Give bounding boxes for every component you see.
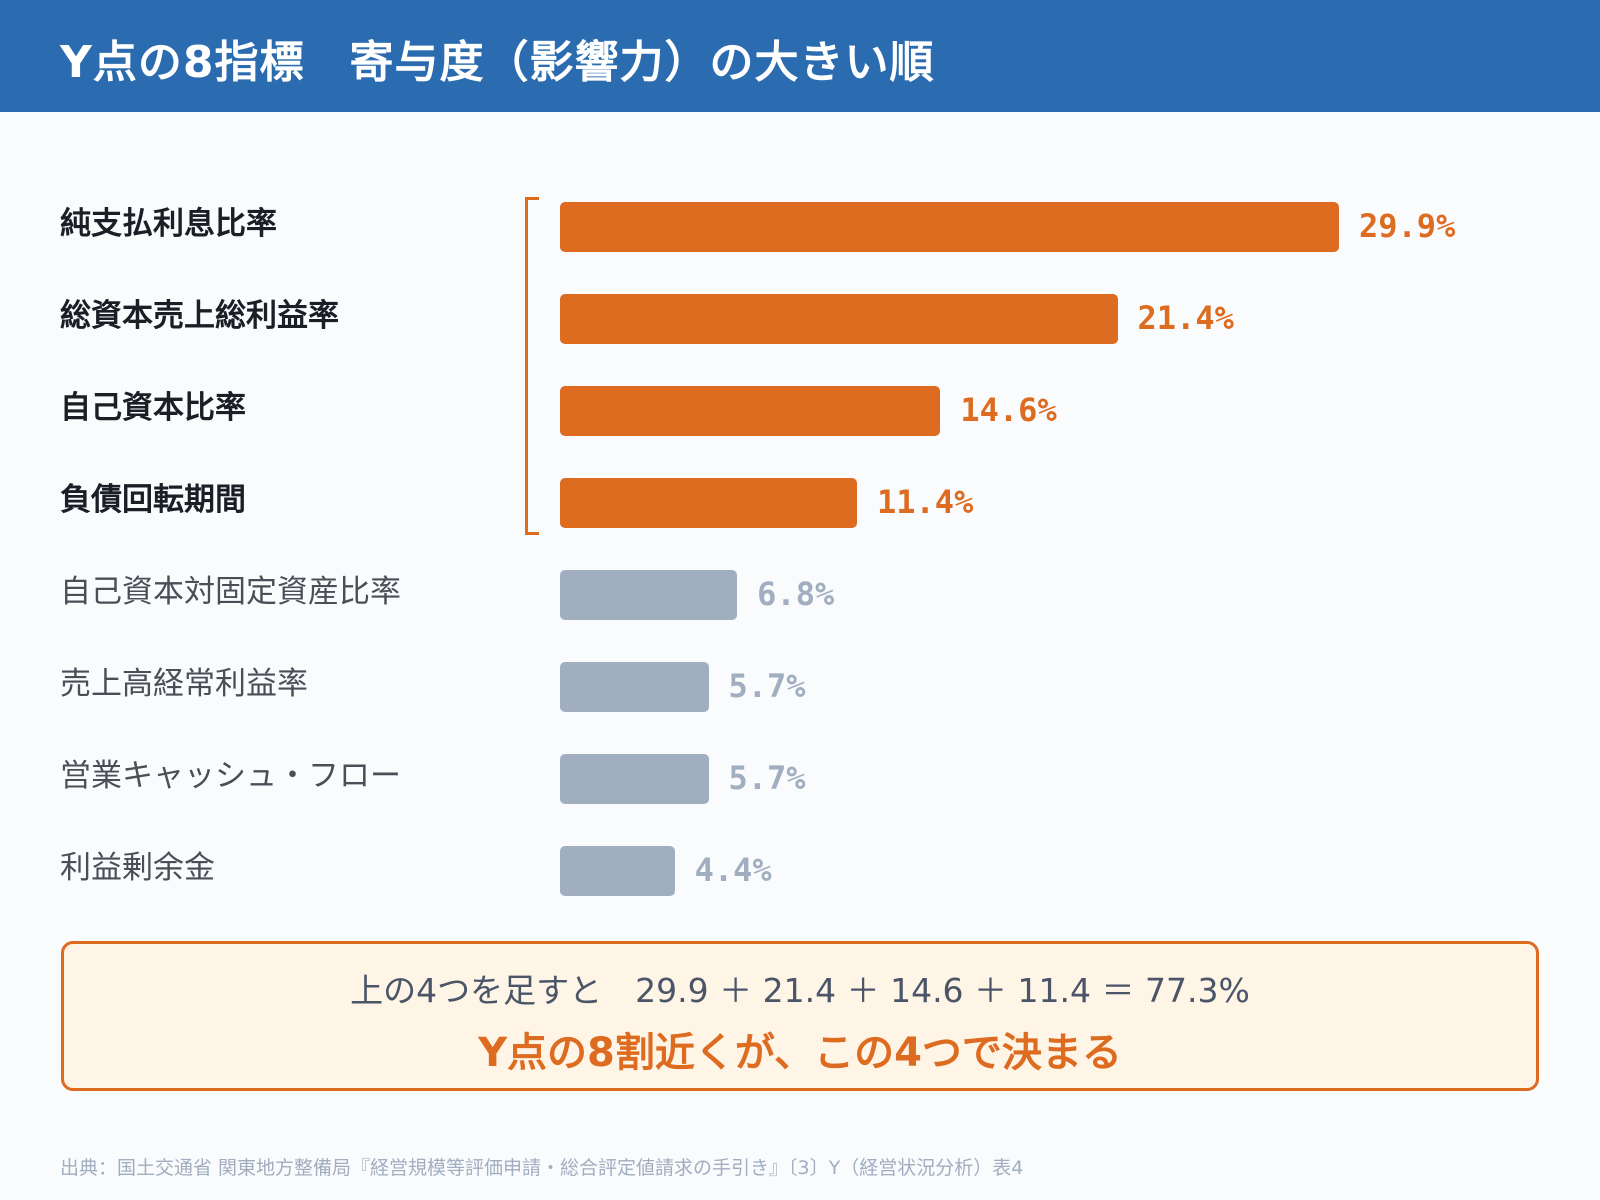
page-title: Y点の8指標 寄与度（影響力）の大きい順 <box>60 37 935 88</box>
value-label: 21.4% <box>1137 299 1234 337</box>
category-label: 営業キャッシュ・フロー <box>60 758 401 794</box>
value-label: 4.4% <box>694 851 772 889</box>
summary-box: 上の4つを足すと 29.9 ＋ 21.4 ＋ 14.6 ＋ 11.4 ＝ 77.… <box>61 941 1539 1091</box>
bar <box>560 754 709 804</box>
category-label: 自己資本対固定資産比率 <box>60 574 401 610</box>
category-label: 利益剰余金 <box>60 850 215 886</box>
summary-conclusion: Y点の8割近くが、この4つで決まる <box>478 1030 1122 1076</box>
value-label: 5.7% <box>728 667 806 705</box>
header-bar: Y点の8指標 寄与度（影響力）の大きい順 <box>0 0 1600 112</box>
category-label: 純支払利息比率 <box>60 206 277 242</box>
value-label: 5.7% <box>728 759 806 797</box>
summary-calculation: 上の4つを足すと 29.9 ＋ 21.4 ＋ 14.6 ＋ 11.4 ＝ 77.… <box>350 971 1250 1010</box>
category-label: 売上高経常利益率 <box>60 666 308 702</box>
value-label: 29.9% <box>1359 207 1456 245</box>
value-label: 6.8% <box>757 575 835 613</box>
category-label: 負債回転期間 <box>60 482 246 518</box>
category-label: 自己資本比率 <box>60 390 246 426</box>
top4-bracket <box>525 197 539 535</box>
bar <box>560 202 1339 252</box>
value-label: 14.6% <box>960 391 1057 429</box>
bar <box>560 570 738 620</box>
bar <box>560 478 857 528</box>
bar <box>560 662 709 712</box>
bar <box>560 386 941 436</box>
bar <box>560 294 1118 344</box>
value-label: 11.4% <box>877 483 974 521</box>
category-label: 総資本売上総利益率 <box>60 298 339 334</box>
bar <box>560 846 675 896</box>
source-citation: 出典：国土交通省 関東地方整備局『経営規模等評価申請・総合評定値請求の手引き』〔… <box>60 1157 1024 1179</box>
